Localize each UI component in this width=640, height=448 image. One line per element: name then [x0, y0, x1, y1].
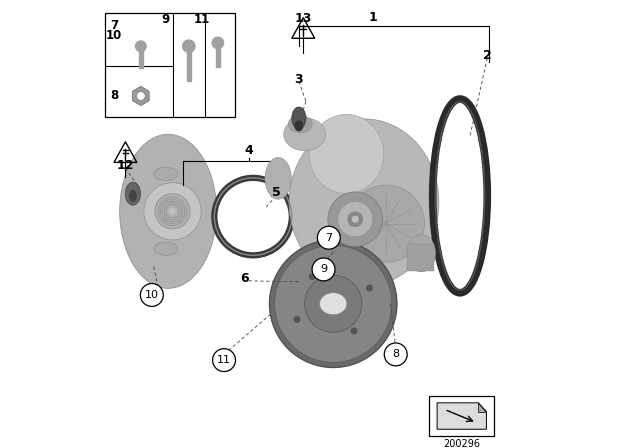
Text: 9: 9 — [320, 264, 327, 275]
Text: 12: 12 — [116, 159, 134, 172]
Text: 8: 8 — [392, 349, 399, 359]
Circle shape — [351, 327, 358, 335]
Ellipse shape — [120, 134, 216, 289]
Bar — [407, 244, 433, 271]
Circle shape — [384, 343, 407, 366]
Text: 9: 9 — [161, 13, 169, 26]
Text: 2: 2 — [483, 48, 492, 61]
Ellipse shape — [154, 242, 178, 255]
Ellipse shape — [288, 115, 312, 133]
Ellipse shape — [294, 121, 303, 131]
Text: 8: 8 — [110, 90, 118, 103]
Circle shape — [169, 208, 176, 215]
Text: 4: 4 — [244, 144, 253, 157]
Circle shape — [212, 37, 223, 49]
Text: 10: 10 — [106, 29, 122, 42]
Circle shape — [155, 194, 190, 229]
Circle shape — [136, 41, 146, 52]
Ellipse shape — [407, 234, 436, 272]
Bar — [105, 13, 235, 116]
Text: 7: 7 — [110, 19, 118, 32]
Circle shape — [305, 275, 362, 332]
Circle shape — [348, 211, 363, 227]
Text: 11: 11 — [217, 355, 231, 365]
Circle shape — [144, 183, 201, 240]
Text: 7: 7 — [325, 233, 332, 243]
Ellipse shape — [319, 293, 347, 315]
Circle shape — [338, 202, 373, 237]
Ellipse shape — [154, 167, 178, 181]
Text: 13: 13 — [294, 12, 312, 25]
Text: 3: 3 — [294, 73, 303, 86]
Circle shape — [352, 216, 359, 223]
Text: 5: 5 — [271, 186, 280, 199]
Ellipse shape — [348, 185, 424, 262]
Polygon shape — [437, 403, 486, 429]
Ellipse shape — [265, 157, 291, 199]
Text: 10: 10 — [145, 290, 159, 300]
Circle shape — [328, 192, 383, 246]
Ellipse shape — [125, 182, 141, 205]
Ellipse shape — [289, 119, 439, 286]
Bar — [187, 46, 191, 82]
Circle shape — [366, 284, 373, 292]
Ellipse shape — [309, 114, 384, 194]
Circle shape — [312, 258, 335, 281]
Bar — [139, 46, 143, 68]
Polygon shape — [132, 86, 149, 106]
Circle shape — [317, 226, 340, 249]
Text: 200296: 200296 — [444, 439, 480, 448]
Ellipse shape — [292, 107, 306, 129]
Circle shape — [308, 273, 316, 280]
Bar — [216, 43, 220, 67]
Text: 11: 11 — [194, 13, 210, 26]
Circle shape — [136, 91, 145, 100]
Circle shape — [294, 316, 301, 323]
Circle shape — [212, 349, 236, 371]
Circle shape — [182, 40, 195, 52]
Ellipse shape — [129, 190, 137, 202]
Bar — [429, 396, 494, 436]
Ellipse shape — [284, 118, 326, 151]
Text: 1: 1 — [369, 11, 377, 24]
Text: 6: 6 — [240, 272, 248, 285]
Polygon shape — [479, 403, 486, 412]
Circle shape — [140, 284, 163, 306]
Circle shape — [269, 240, 397, 368]
Circle shape — [275, 245, 392, 362]
